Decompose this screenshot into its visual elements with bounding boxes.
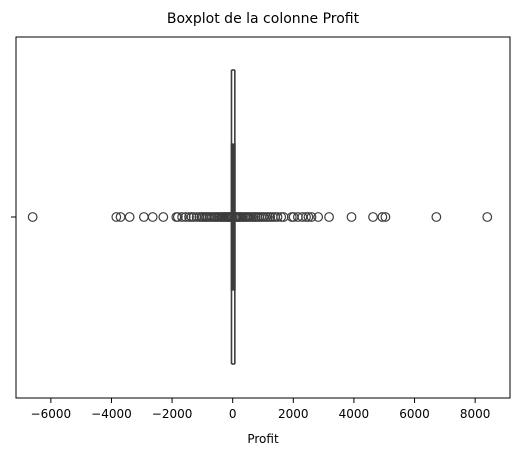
outlier-point [313,212,324,222]
outlier-point [158,212,169,222]
outlier-point [482,212,493,222]
x-tick-label: 0 [229,407,237,421]
outlier-point [177,212,187,222]
outlier-point [303,212,314,222]
outlier-point [306,212,317,222]
outlier-point [124,212,135,222]
outlier-point [431,212,442,222]
outlier-point [380,212,391,222]
outlier-point [262,212,273,222]
chart-title: Boxplot de la colonne Profit [167,11,360,27]
outlier-point [172,212,183,222]
outlier-point [368,212,378,222]
outlier-point [346,212,357,222]
outlier-point [184,212,194,222]
x-axis-label: Profit [247,432,279,446]
outlier-point [377,212,388,222]
outlier-point [138,212,149,222]
outlier-point [324,212,334,222]
outlier-point [188,212,199,222]
outlier-point [265,212,276,222]
outlier-point [111,212,122,222]
x-tick-label: −6000 [31,407,72,421]
outlier-point [27,212,38,222]
outlier-point [180,212,191,222]
x-tick-label: −4000 [91,407,132,421]
x-axis-ticks: −6000 −4000 −2000 0 2000 4000 6000 8000 [31,398,491,421]
outlier-point [272,212,283,222]
x-tick-label: 8000 [460,407,491,421]
outlier-layer [27,212,493,222]
outlier-point [276,212,287,222]
outlier-point [301,212,311,222]
outlier-point [147,212,158,222]
x-tick-label: 6000 [399,407,430,421]
x-tick-label: 2000 [278,407,309,421]
x-tick-label: 4000 [339,407,370,421]
x-tick-label: −2000 [152,407,193,421]
